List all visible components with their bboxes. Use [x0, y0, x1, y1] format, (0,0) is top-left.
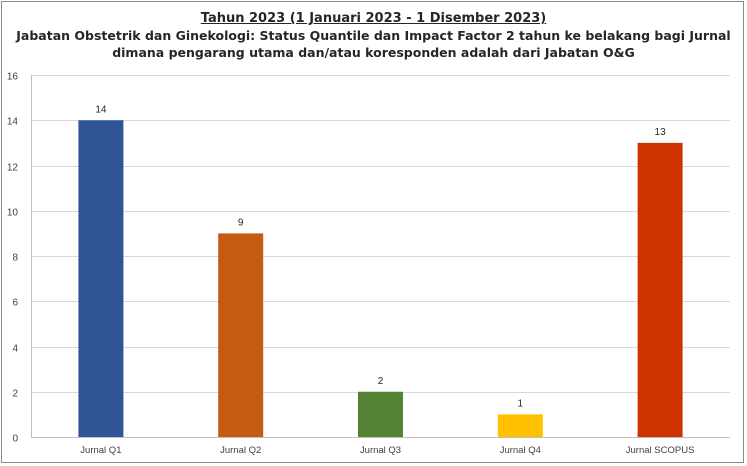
- bar: [218, 233, 264, 437]
- bar: [497, 414, 543, 437]
- x-tick-label: Jurnal Q1: [80, 445, 121, 456]
- bar: [78, 120, 124, 437]
- data-label: 13: [655, 127, 667, 138]
- data-label: 2: [378, 376, 384, 387]
- chart-subtitle-line-2: dimana pengarang utama dan/atau korespon…: [112, 45, 635, 60]
- x-tick-label: Jurnal SCOPUS: [626, 445, 695, 456]
- y-tick-label: 4: [12, 344, 18, 355]
- y-tick-label: 2: [12, 389, 18, 400]
- chart-subtitle-line-1: Jabatan Obstetrik dan Ginekologi: Status…: [16, 28, 731, 43]
- x-tick-label: Jurnal Q4: [500, 445, 541, 456]
- chart-title: Tahun 2023 (1 Januari 2023 - 1 Disember …: [200, 11, 547, 26]
- y-tick-label: 8: [12, 253, 18, 264]
- y-tick-label: 16: [7, 72, 19, 83]
- title-block: Tahun 2023 (1 Januari 2023 - 1 Disember …: [0, 10, 747, 61]
- data-label: 1: [518, 398, 524, 409]
- data-label: 9: [238, 217, 244, 228]
- x-tick-label: Jurnal Q2: [220, 445, 261, 456]
- y-tick-label: 6: [12, 298, 18, 309]
- y-tick-label: 10: [7, 208, 19, 219]
- y-tick-label: 0: [12, 434, 18, 445]
- bar: [637, 142, 683, 437]
- y-tick-label: 12: [7, 163, 19, 174]
- bar: [358, 391, 403, 437]
- y-tick-label: 14: [7, 117, 19, 128]
- x-tick-label: Jurnal Q3: [360, 445, 401, 456]
- data-label: 14: [95, 104, 107, 115]
